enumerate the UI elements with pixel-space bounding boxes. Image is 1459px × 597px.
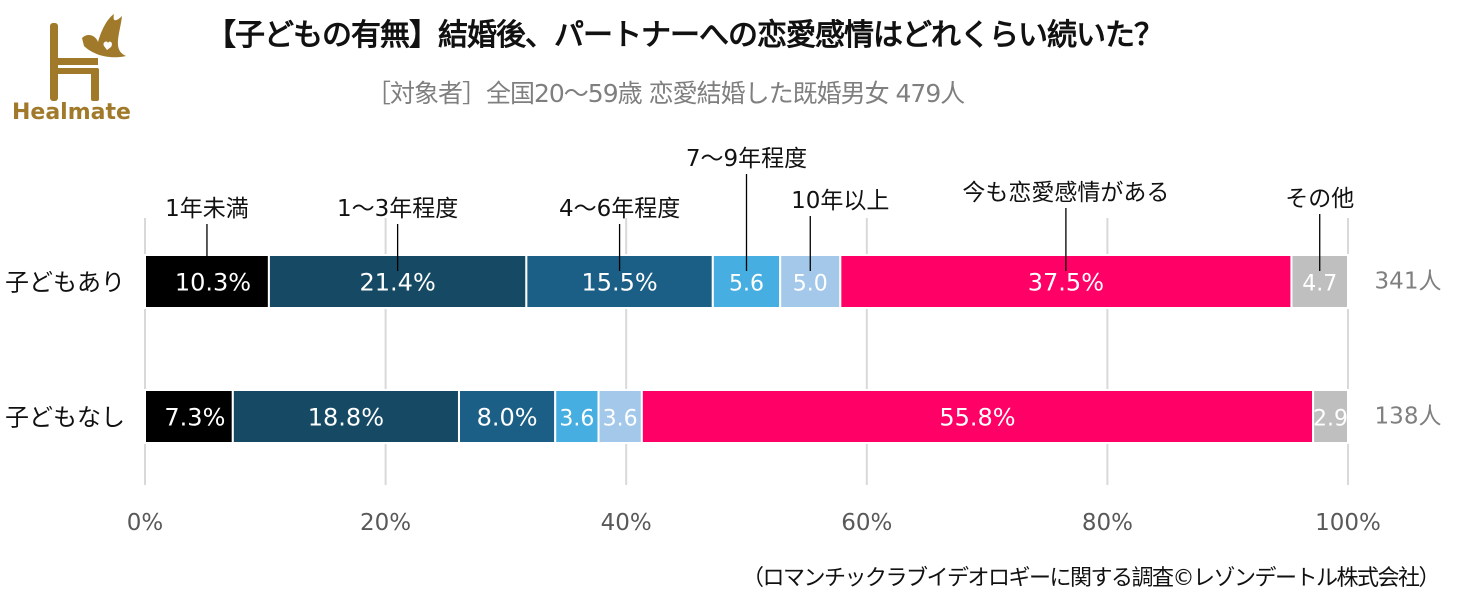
- brand-name: Healmate: [12, 100, 131, 125]
- legend-callout-label: 1年未満: [165, 196, 249, 222]
- category-label: 子どもなし: [5, 404, 125, 432]
- x-tick-label: 0%: [127, 510, 164, 536]
- data-label: 55.8%: [939, 404, 1015, 432]
- source-note: （ロマンチックラブイデオロギーに関する調査©レゾンデートル株式会社）: [741, 566, 1441, 591]
- bar-segment: [640, 389, 1315, 444]
- bar-segment: [597, 389, 643, 444]
- data-label: 5.0: [793, 272, 828, 297]
- data-label: 18.8%: [308, 404, 384, 432]
- healmate-chair-bird-icon: [50, 14, 126, 101]
- bar-segment: [1312, 389, 1350, 444]
- respondent-count: 341人: [1375, 269, 1442, 295]
- legend-callout-label: 1～3年程度: [337, 196, 458, 222]
- bar-segment: [554, 389, 600, 444]
- healmate-logo: Healmate: [8, 10, 138, 135]
- data-label: 3.6: [559, 407, 594, 432]
- data-label: 21.4%: [360, 269, 436, 297]
- data-label: 15.5%: [581, 269, 657, 297]
- x-tick-label: 20%: [360, 510, 411, 536]
- legend-callout-label: 7～9年程度: [686, 146, 807, 172]
- data-label: 8.0%: [477, 404, 538, 432]
- data-label: 4.7: [1302, 272, 1337, 297]
- category-label: 子どもあり: [5, 269, 125, 297]
- data-label: 3.6: [603, 407, 638, 432]
- bar-segment: [711, 254, 782, 309]
- data-label: 10.3%: [175, 269, 251, 297]
- legend-callout-label: その他: [1285, 186, 1354, 212]
- x-tick-label: 80%: [1082, 510, 1133, 536]
- respondent-count: 138人: [1375, 404, 1442, 430]
- data-label: 7.3%: [164, 404, 225, 432]
- data-label: 2.9: [1313, 407, 1348, 432]
- chart-subtitle: ［対象者］全国20～59歳 恋愛結婚した既婚男女 479人: [366, 79, 965, 108]
- x-tick-label: 100%: [1315, 510, 1381, 536]
- legend-callout-label: 今も恋愛感情がある: [962, 180, 1169, 206]
- legend-callout-label: 10年以上: [791, 188, 889, 214]
- data-label: 5.6: [729, 272, 764, 297]
- legend-callout-label: 4～6年程度: [559, 196, 680, 222]
- bar-segment: [231, 389, 460, 444]
- x-tick-label: 60%: [841, 510, 892, 536]
- data-label: 37.5%: [1028, 269, 1104, 297]
- bar-segment: [144, 389, 234, 444]
- chart-title: 【子どもの有無】結婚後、パートナーへの恋愛感情はどれくらい続いた？: [206, 18, 1164, 53]
- x-tick-label: 40%: [601, 510, 652, 536]
